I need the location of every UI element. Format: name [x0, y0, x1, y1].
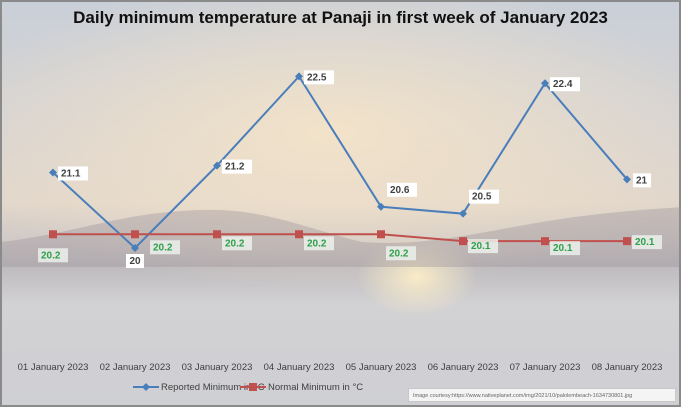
data-label: 22.5 [307, 72, 327, 83]
data-point [49, 230, 57, 239]
data-label: 20.1 [635, 237, 655, 248]
data-label: 20.6 [390, 185, 410, 196]
data-point [295, 230, 303, 239]
data-label-bg [126, 254, 144, 268]
x-tick-label: 03 January 2023 [182, 362, 253, 373]
legend-marker [249, 383, 257, 391]
data-label-bg [222, 159, 252, 174]
x-tick-label: 05 January 2023 [346, 362, 417, 373]
x-tick-label: 06 January 2023 [428, 362, 499, 373]
data-label-bg [222, 236, 252, 251]
x-tick-label: 08 January 2023 [592, 362, 663, 373]
data-label: 21 [636, 175, 648, 186]
data-label-bg [304, 236, 334, 251]
data-label-bg [304, 70, 334, 85]
data-point [49, 168, 57, 177]
data-label-bg [38, 248, 68, 263]
data-label-bg [550, 77, 580, 92]
data-point [459, 209, 467, 218]
data-label: 20.2 [307, 238, 327, 249]
data-label-bg [386, 246, 416, 261]
data-label: 20 [129, 256, 141, 267]
data-label-bg [632, 235, 662, 250]
data-point [459, 237, 467, 246]
data-label: 20.5 [472, 192, 492, 203]
data-label: 20.1 [553, 243, 573, 254]
data-point [131, 230, 139, 239]
legend-label: Reported Minimum in °C [161, 382, 265, 393]
data-label-bg [387, 182, 417, 197]
data-point [623, 175, 631, 184]
data-label: 20.2 [389, 248, 409, 259]
data-point [131, 244, 139, 252]
data-label-bg [550, 241, 580, 256]
image-credit: Image courtesy:https://www.nativeplanet.… [408, 388, 676, 402]
data-label: 20.2 [153, 242, 173, 253]
x-tick-label: 01 January 2023 [18, 362, 89, 373]
x-tick-label: 04 January 2023 [264, 362, 335, 373]
data-label: 20.1 [471, 241, 491, 252]
data-label: 22.4 [553, 79, 573, 90]
data-point [213, 230, 221, 239]
data-point [295, 72, 303, 81]
series-line-reported [52, 74, 628, 250]
data-point [541, 79, 549, 88]
data-point [377, 230, 385, 239]
data-point [377, 202, 385, 211]
data-point [213, 161, 221, 170]
x-tick-label: 02 January 2023 [100, 362, 171, 373]
data-label-bg [58, 166, 88, 181]
data-label: 21.2 [225, 162, 245, 173]
data-label: 20.2 [225, 238, 245, 249]
x-tick-label: 07 January 2023 [510, 362, 581, 373]
data-label-bg [633, 173, 651, 188]
legend-marker [142, 383, 150, 391]
legend-label: Normal Minimum in °C [268, 382, 363, 393]
data-label-bg [150, 240, 180, 255]
chart-title: Daily minimum temperature at Panaji in f… [73, 8, 608, 27]
data-label: 20.2 [41, 250, 61, 261]
data-label-bg [469, 189, 499, 204]
data-point [623, 237, 631, 246]
data-point [541, 237, 549, 246]
data-label-bg [468, 239, 498, 254]
series-line-normal [53, 233, 627, 243]
data-label: 21.1 [61, 168, 81, 179]
